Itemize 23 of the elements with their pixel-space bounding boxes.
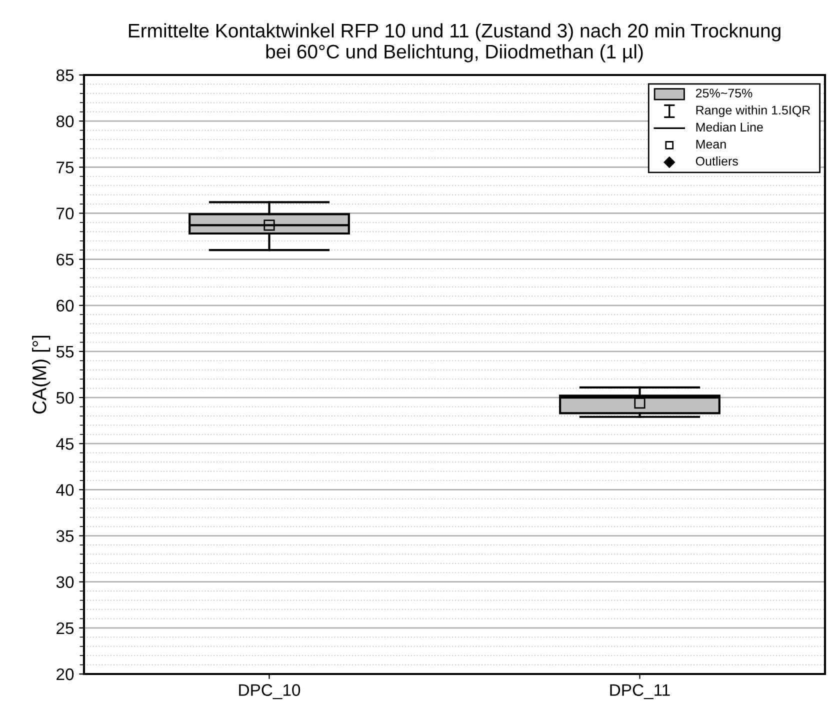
y-tick-label: 45 <box>56 438 74 450</box>
y-tick-label: 40 <box>56 484 74 496</box>
y-tick-label: 75 <box>56 162 74 174</box>
y-tick-label: 35 <box>56 530 74 542</box>
annotation: Mean <box>696 140 726 149</box>
y-tick-label: 20 <box>56 668 74 680</box>
y-tick-label: 55 <box>56 346 74 358</box>
chart-title: Ermittelte Kontaktwinkel RFP 10 und 11 (Zustand 3) nach 20 min Trocknung bei 60°C und Belichtung, Diiodmethan (1 µl) <box>128 23 780 62</box>
y-tick-label: 65 <box>56 254 74 266</box>
x-tick-label: DPC_10 <box>239 684 300 700</box>
annotation: 25%~75% <box>696 88 752 98</box>
y-tick-label: 85 <box>56 69 74 82</box>
y-tick-label: 25 <box>56 622 74 634</box>
y-tick-label: 30 <box>56 576 74 588</box>
annotation: Median Line <box>696 122 763 132</box>
y-tick-label: 60 <box>56 300 74 312</box>
y-tick-label: 50 <box>56 392 74 404</box>
x-tick-label: DPC_11 <box>610 684 670 700</box>
y-tick-label: 70 <box>56 208 74 220</box>
y-axis-title: CA(M) [°] <box>32 336 50 414</box>
y-tick-label: 80 <box>56 115 74 128</box>
annotation: Range within 1.5IQR <box>696 105 810 118</box>
annotation: Outliers <box>696 156 738 166</box>
